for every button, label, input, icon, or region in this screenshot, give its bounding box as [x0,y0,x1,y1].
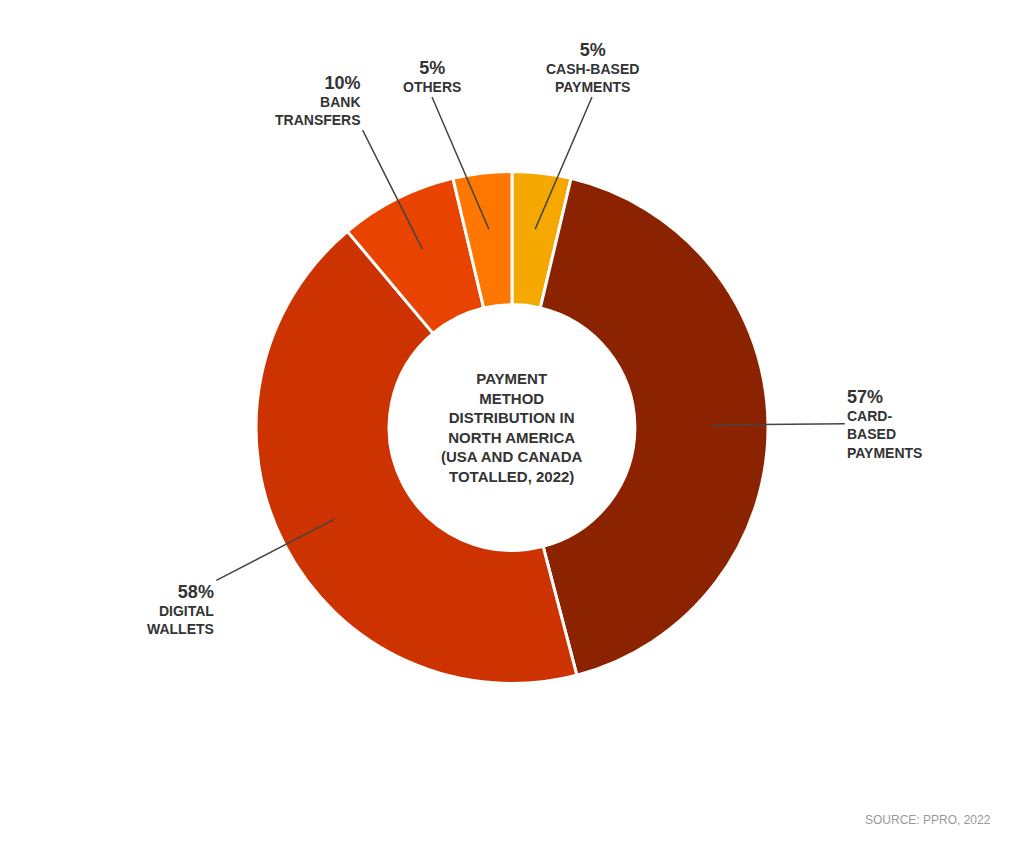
svg-text:SOURCE: PPRO, 2022: SOURCE: PPRO, 2022 [865,813,991,827]
svg-text:5%OTHERS: 5%OTHERS [403,58,461,95]
svg-text:10%BANKTRANSFERS: 10%BANKTRANSFERS [275,73,361,128]
svg-text:PAYMENTMETHODDISTRIBUTION INNO: PAYMENTMETHODDISTRIBUTION INNORTH AMERIC… [441,370,583,485]
svg-text:58%DIGITALWALLETS: 58%DIGITALWALLETS [147,582,214,637]
svg-text:57%CARD-BASEDPAYMENTS: 57%CARD-BASEDPAYMENTS [847,387,922,461]
svg-text:5%CASH-BASEDPAYMENTS: 5%CASH-BASEDPAYMENTS [546,40,639,95]
